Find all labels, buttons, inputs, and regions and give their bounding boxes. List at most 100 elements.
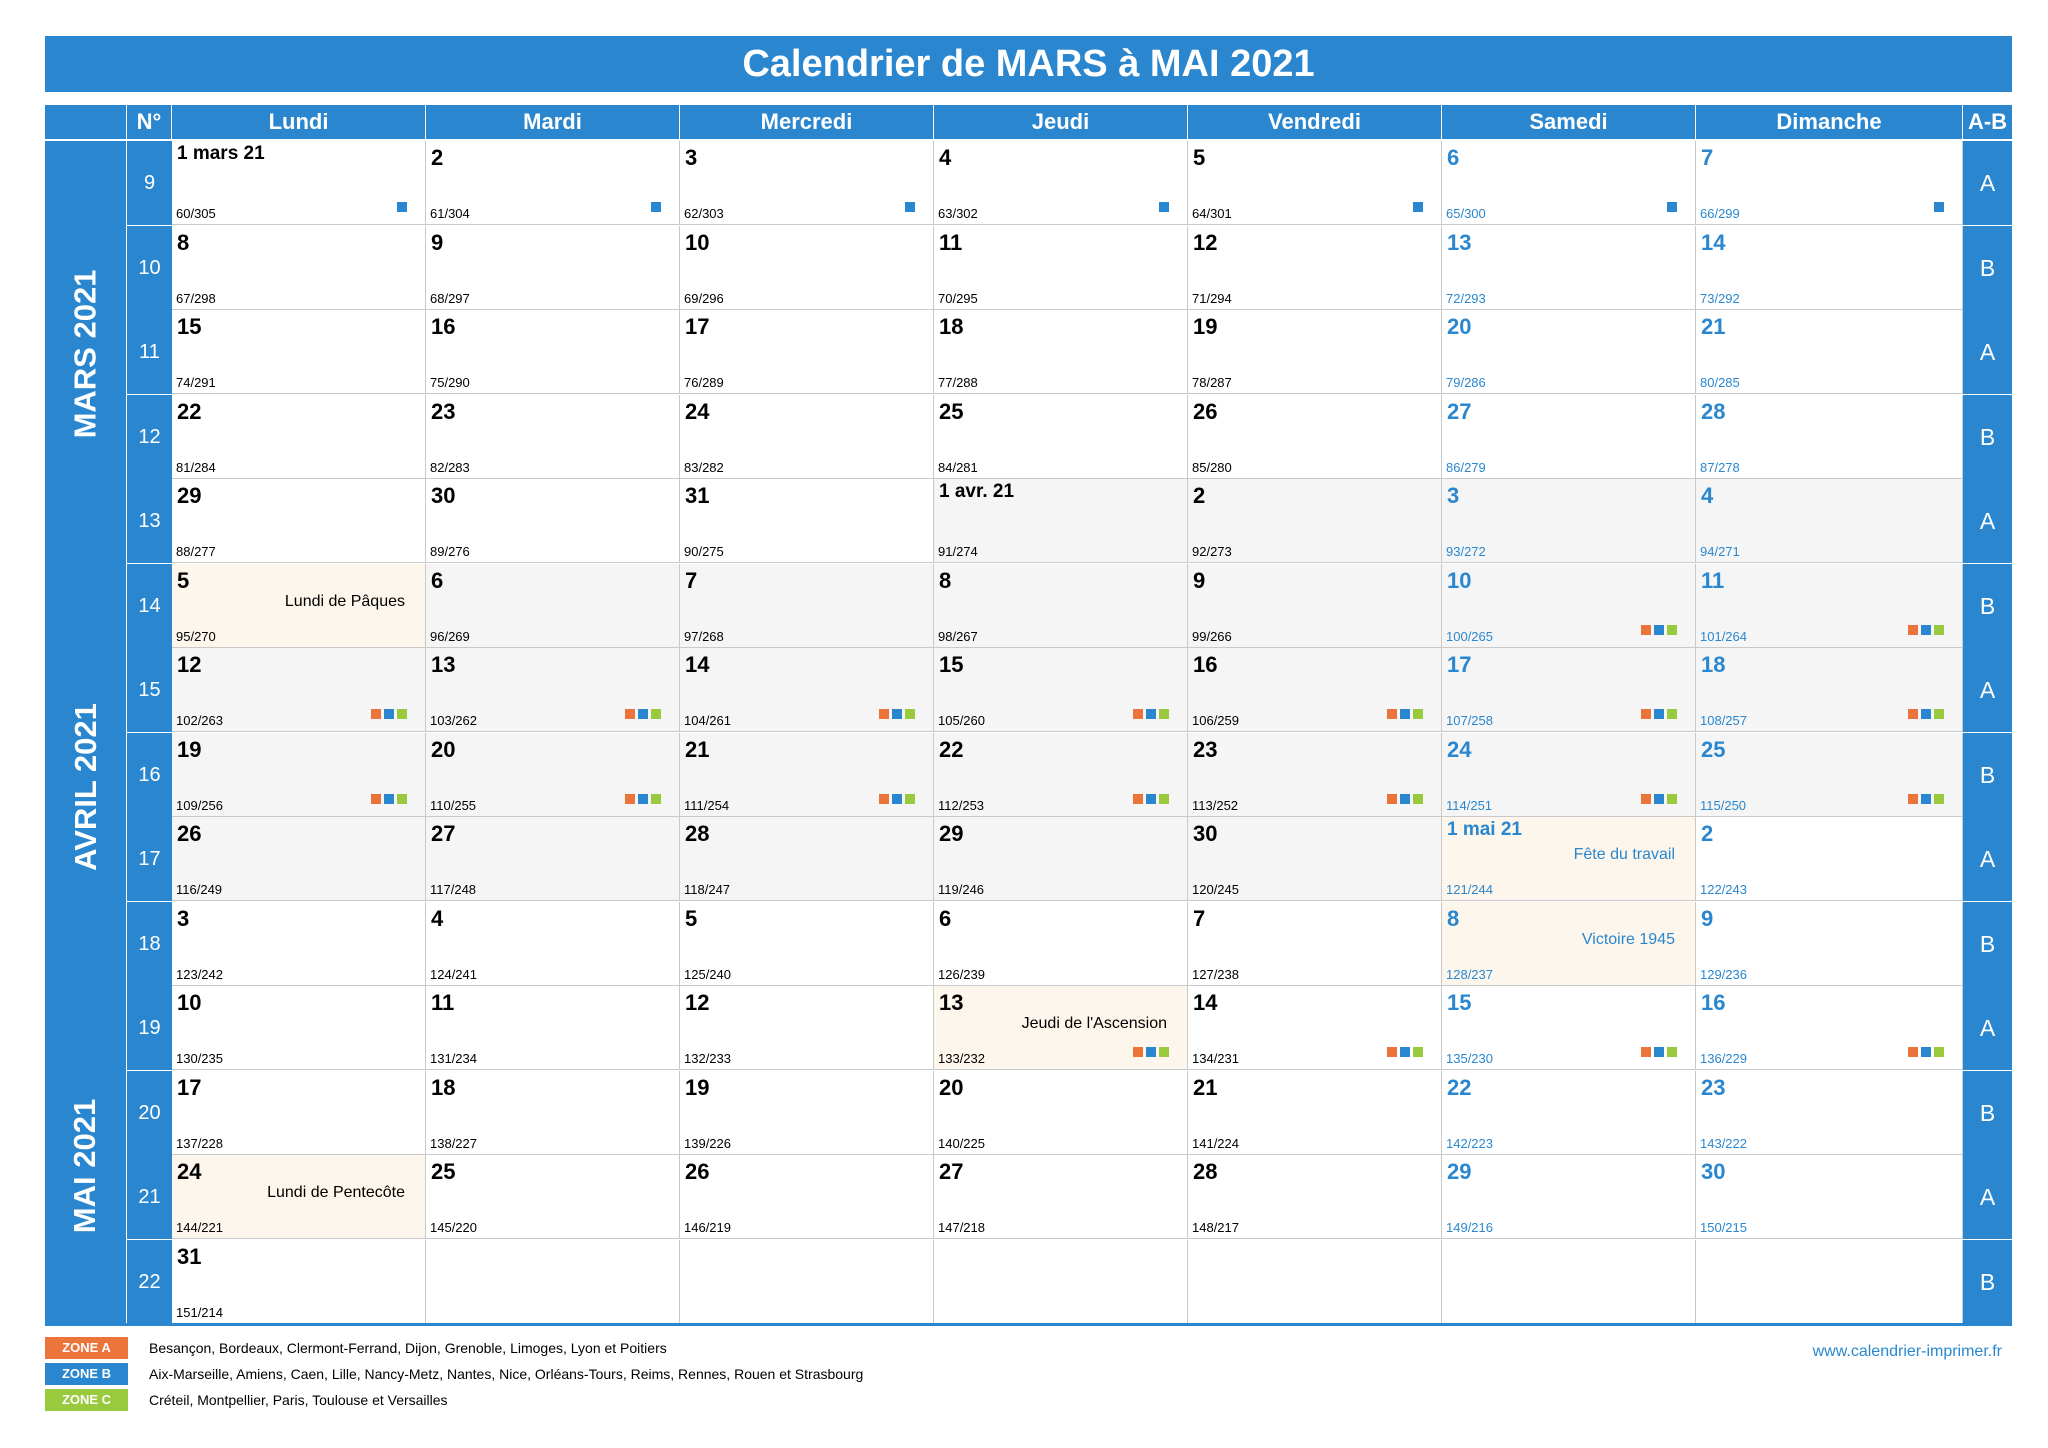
month-label-avril: AVRIL 2021 — [67, 703, 103, 871]
zone-b-marker — [638, 794, 648, 804]
day-of-year-count: 124/241 — [430, 967, 477, 982]
zone-a-cities: Besançon, Bordeaux, Clermont-Ferrand, Di… — [149, 1340, 667, 1356]
day-of-year-count: 81/284 — [176, 460, 216, 475]
zone-b-marker — [1667, 202, 1677, 212]
week-number: 13 — [127, 479, 172, 563]
day-of-year-count: 105/260 — [938, 713, 985, 728]
day-of-year-count: 129/236 — [1700, 967, 1747, 982]
zone-a-marker — [1908, 794, 1918, 804]
day-cell-samedi: 10 100/265 — [1442, 564, 1696, 648]
school-holiday-markers — [1133, 794, 1169, 804]
day-of-year-count: 83/282 — [684, 460, 724, 475]
day-of-year-count: 85/280 — [1192, 460, 1232, 475]
zone-b-marker — [1921, 709, 1931, 719]
zone-c-marker — [397, 794, 407, 804]
day-number: 9 — [431, 230, 444, 255]
zone-a-marker — [1908, 709, 1918, 719]
day-cell-mardi: 20 110/255 — [426, 733, 680, 817]
zone-b-marker — [1413, 202, 1423, 212]
website-link[interactable]: www.calendrier-imprimer.fr — [1812, 1343, 2002, 1360]
week-number: 19 — [127, 986, 172, 1070]
day-cell-jeudi: 4 63/302 — [934, 141, 1188, 225]
day-cell-vendredi: 12 71/294 — [1188, 226, 1442, 310]
day-number: 17 — [685, 314, 710, 339]
day-of-year-count: 98/267 — [938, 629, 978, 644]
day-cell-jeudi: 25 84/281 — [934, 395, 1188, 479]
day-cell-dimanche: 25 115/250 — [1696, 733, 1963, 817]
zone-b-marker — [1654, 625, 1664, 635]
header-mercredi: Mercredi — [680, 105, 934, 139]
day-of-year-count: 145/220 — [430, 1220, 477, 1235]
zone-b-marker — [1921, 1047, 1931, 1057]
day-of-year-count: 96/269 — [430, 629, 470, 644]
day-number: 2 — [431, 145, 444, 170]
zone-c-marker — [1934, 794, 1944, 804]
day-number: 13 — [939, 990, 964, 1015]
zone-c-marker — [1667, 709, 1677, 719]
day-of-year-count: 66/299 — [1700, 206, 1740, 221]
day-number: 27 — [1447, 399, 1472, 424]
zone-b-marker — [1921, 794, 1931, 804]
day-number: 21 — [685, 737, 710, 762]
school-holiday-markers — [1413, 202, 1423, 212]
day-of-year-count: 122/243 — [1700, 882, 1747, 897]
day-of-year-count: 65/300 — [1446, 206, 1486, 221]
day-cell-vendredi: 5 64/301 — [1188, 141, 1442, 225]
zone-b-badge: ZONE B — [45, 1363, 128, 1385]
day-of-year-count: 99/266 — [1192, 629, 1232, 644]
empty-cell — [1696, 1240, 1963, 1324]
day-of-year-count: 132/233 — [684, 1051, 731, 1066]
day-cell-mercredi: 21 111/254 — [680, 733, 934, 817]
day-of-year-count: 134/231 — [1192, 1051, 1239, 1066]
day-number: 17 — [1447, 652, 1472, 677]
day-number: 10 — [177, 990, 202, 1015]
day-number: 20 — [431, 737, 456, 762]
week-number: 15 — [127, 648, 172, 732]
day-number: 6 — [431, 568, 444, 593]
school-holiday-markers — [1908, 794, 1944, 804]
zone-b-marker — [1146, 1047, 1156, 1057]
day-of-year-count: 76/289 — [684, 375, 724, 390]
day-number: 10 — [1447, 568, 1472, 593]
ab-week-indicator: A — [1963, 141, 2012, 225]
ab-week-indicator: B — [1963, 1240, 2012, 1324]
day-cell-lundi: 22 81/284 — [172, 395, 426, 479]
zone-a-marker — [371, 794, 381, 804]
day-cell-lundi: 1 mars 21 60/305 — [172, 141, 426, 225]
day-cell-dimanche: 7 66/299 — [1696, 141, 1963, 225]
zone-c-cities: Créteil, Montpellier, Paris, Toulouse et… — [149, 1392, 448, 1408]
day-of-year-count: 86/279 — [1446, 460, 1486, 475]
ab-week-indicator: B — [1963, 395, 2012, 479]
day-cell-mardi: 13 103/262 — [426, 648, 680, 732]
holiday-label: Lundi de Pentecôte — [267, 1184, 405, 1201]
month-band — [45, 141, 126, 1324]
zone-b-marker — [1654, 1047, 1664, 1057]
ab-week-indicator: A — [1963, 817, 2012, 901]
empty-cell — [426, 1240, 680, 1324]
day-cell-lundi: 29 88/277 — [172, 479, 426, 563]
day-of-year-count: 147/218 — [938, 1220, 985, 1235]
header-vendredi: Vendredi — [1188, 105, 1442, 139]
day-number: 8 — [177, 230, 190, 255]
day-of-year-count: 110/255 — [430, 798, 477, 813]
day-number: 26 — [1193, 399, 1218, 424]
school-holiday-markers — [371, 794, 407, 804]
zone-b-marker — [1654, 794, 1664, 804]
header-ab: A-B — [1963, 105, 2012, 139]
day-cell-samedi: 29 149/216 — [1442, 1155, 1696, 1239]
day-number: 7 — [1193, 906, 1206, 931]
zone-a-marker — [1133, 709, 1143, 719]
day-number: 11 — [1701, 568, 1725, 593]
zone-c-marker — [1413, 1047, 1423, 1057]
school-holiday-markers — [625, 794, 661, 804]
day-of-year-count: 84/281 — [938, 460, 978, 475]
ab-week-indicator: A — [1963, 1155, 2012, 1239]
day-cell-vendredi: 23 113/252 — [1188, 733, 1442, 817]
day-of-year-count: 107/258 — [1446, 713, 1493, 728]
day-number: 23 — [1193, 737, 1218, 762]
zone-c-badge: ZONE C — [45, 1389, 128, 1411]
week-number: 18 — [127, 902, 172, 986]
day-cell-lundi: 12 102/263 — [172, 648, 426, 732]
day-cell-vendredi: 21 141/224 — [1188, 1071, 1442, 1155]
day-number: 14 — [685, 652, 710, 677]
